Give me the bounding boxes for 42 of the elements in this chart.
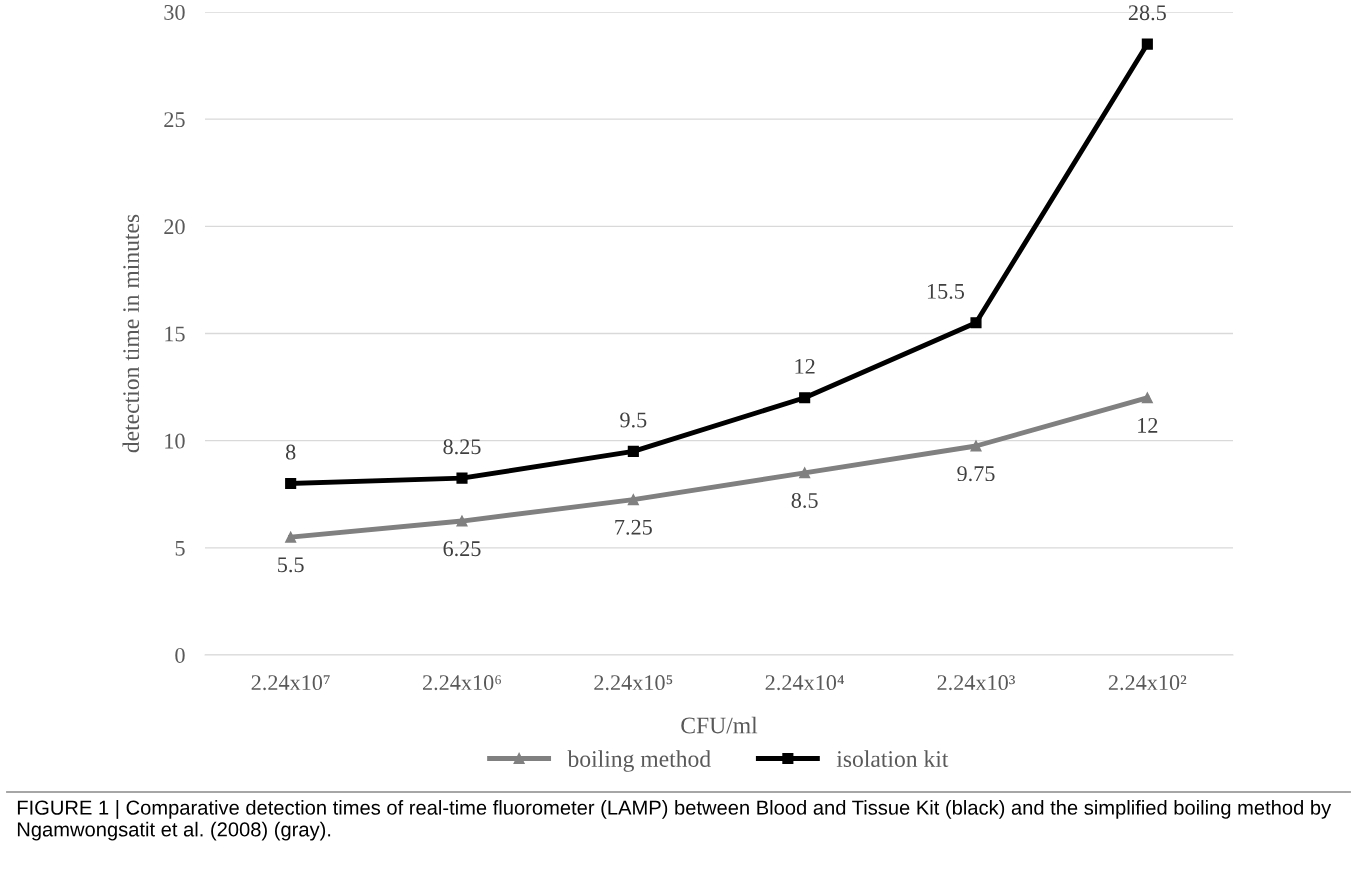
data-label: 28.5 (1128, 5, 1166, 21)
x-tick-label: 2.24x10⁷ (251, 675, 330, 691)
data-label: 9.5 (620, 412, 647, 428)
point (456, 515, 468, 527)
caption: FIGURE 1 | Comparative detection times of real-time fluorometer (LAMP) between Blood and Tissue Kit (black) and the simplified boiling method by Ngamwongsatit et al. (2008) (gray). (17, 800, 1332, 841)
y-tick-label: 30 (164, 4, 185, 20)
data-label: 5.5 (278, 557, 304, 573)
x-tick-label: 2.24x10⁵ (594, 675, 673, 691)
data-label: 6.25 (443, 541, 481, 557)
y-axis-title: detection time in minutes (122, 214, 140, 453)
point (285, 477, 297, 490)
data-label: 15.5 (927, 283, 965, 299)
point (799, 392, 811, 404)
data-label: 12 (1138, 417, 1158, 433)
legend-label: boiling method (567, 750, 711, 772)
x-tick-label: 2.24x10² (1108, 675, 1187, 691)
data-label: 8 (285, 444, 296, 460)
point (285, 531, 297, 543)
point (1141, 38, 1153, 50)
x-tick-label: 2.24x10³ (937, 675, 1016, 691)
y-tick-label: 5 (175, 540, 185, 556)
point (1141, 392, 1153, 404)
data-label: 9.75 (957, 466, 995, 482)
legend-label: isolation kit (836, 750, 949, 767)
x-tick-label: 2.24x10⁴ (765, 675, 845, 691)
y-tick-label: 10 (165, 433, 185, 449)
x-axis-title: CFU/ml (681, 716, 758, 734)
data-label: 8.5 (791, 492, 818, 508)
data-label: 8.25 (443, 439, 481, 455)
data-label: 12 (795, 358, 815, 374)
data-label: 7.25 (615, 519, 652, 535)
y-tick-label: 0 (175, 647, 185, 663)
y-tick-label: 25 (164, 112, 185, 128)
point (627, 445, 639, 457)
point (799, 467, 811, 479)
point (456, 472, 468, 484)
y-tick-label: 20 (164, 219, 185, 235)
y-tick-label: 15 (165, 326, 185, 342)
point (627, 494, 639, 506)
point (970, 440, 982, 452)
x-tick-label: 2.24x10⁶ (422, 675, 501, 691)
point (970, 317, 982, 329)
